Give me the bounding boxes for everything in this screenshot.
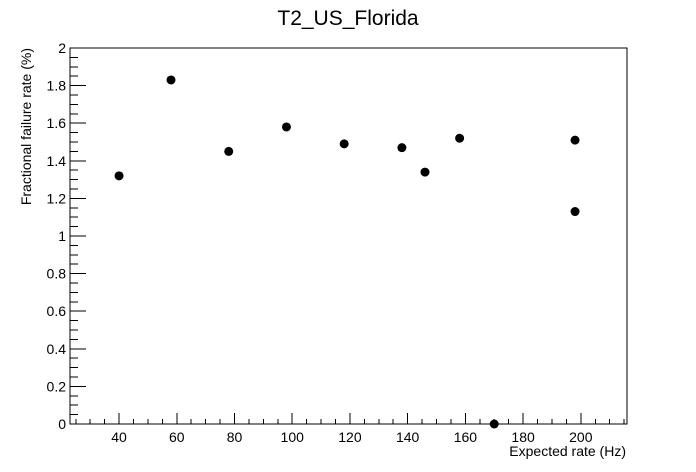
x-tick-label: 80 xyxy=(227,429,243,445)
data-point xyxy=(224,146,234,156)
y-tick-label: 1.4 xyxy=(47,153,67,169)
data-point xyxy=(455,133,465,143)
data-point xyxy=(114,171,124,181)
y-tick-label: 0.2 xyxy=(47,378,67,394)
y-tick-label: 0.4 xyxy=(47,341,67,357)
data-point xyxy=(397,143,407,153)
y-tick-label: 1.2 xyxy=(47,190,67,206)
y-tick-label: 1.8 xyxy=(47,78,67,94)
x-axis-ticks xyxy=(75,413,625,424)
y-tick-label: 1 xyxy=(58,228,66,244)
data-point xyxy=(570,135,580,145)
x-tick-label: 180 xyxy=(511,429,535,445)
y-tick-label: 0.8 xyxy=(47,266,67,282)
data-point xyxy=(570,207,580,217)
data-point xyxy=(281,122,291,132)
x-tick-label: 100 xyxy=(281,429,305,445)
x-tick-label: 40 xyxy=(111,429,127,445)
y-tick-label: 2 xyxy=(58,40,66,56)
y-tick-label: 0 xyxy=(58,416,66,432)
y-axis-title: Fractional failure rate (%) xyxy=(18,48,34,205)
data-point xyxy=(489,419,499,429)
y-axis-ticks xyxy=(70,47,86,425)
x-axis-title: Expected rate (Hz) xyxy=(509,443,626,459)
x-axis-tick-labels: 40 60 80 100 120 140 160 180 200 xyxy=(111,429,592,445)
y-tick-label: 0.6 xyxy=(47,303,67,319)
y-axis-tick-labels: 0 0.2 0.4 0.6 0.8 1 1.2 1.4 1.6 1.8 2 xyxy=(47,40,67,432)
data-point xyxy=(339,139,349,149)
x-tick-label: 60 xyxy=(169,429,185,445)
chart-title: T2_US_Florida xyxy=(277,7,419,30)
data-points xyxy=(114,75,580,429)
data-point xyxy=(166,75,176,85)
x-tick-label: 140 xyxy=(396,429,420,445)
x-tick-label: 160 xyxy=(454,429,478,445)
data-point xyxy=(420,167,430,177)
plot-frame xyxy=(69,47,628,425)
x-tick-label: 200 xyxy=(569,429,593,445)
x-tick-label: 120 xyxy=(338,429,362,445)
y-tick-label: 1.6 xyxy=(47,115,67,131)
